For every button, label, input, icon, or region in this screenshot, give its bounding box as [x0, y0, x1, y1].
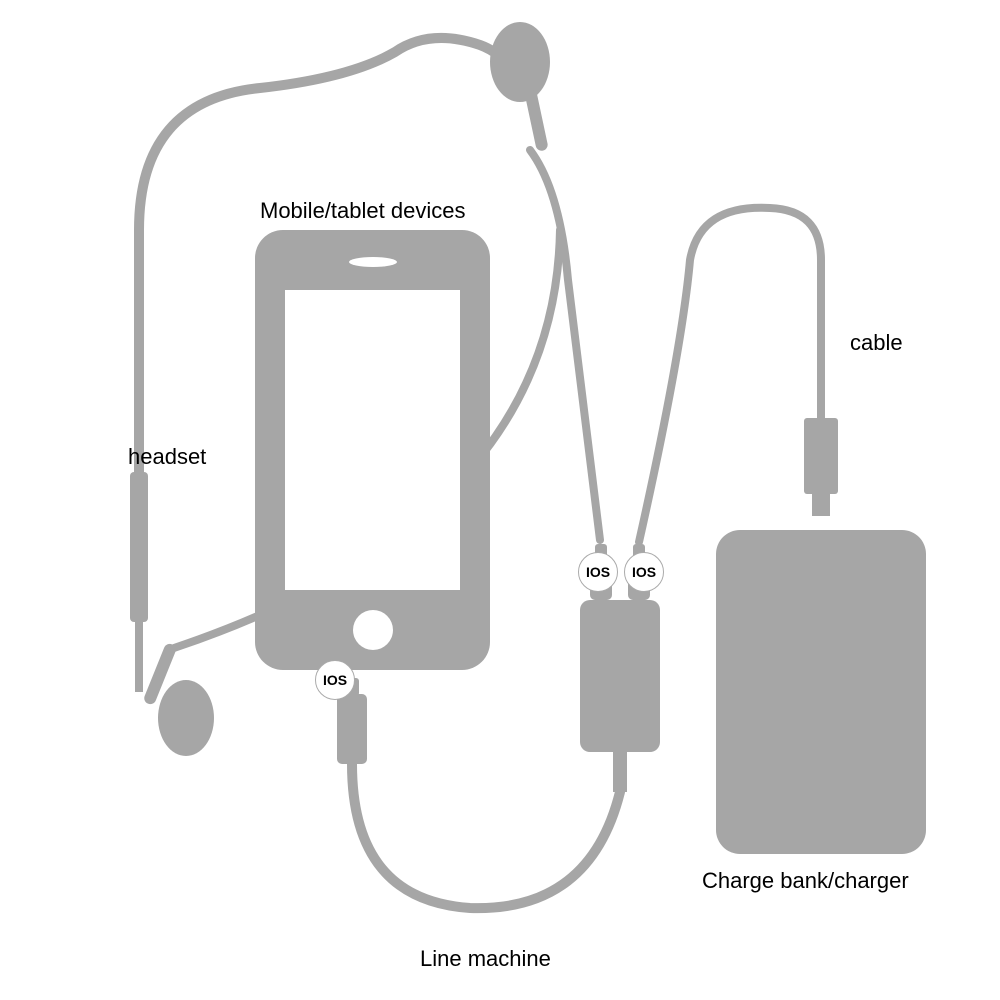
earbud-bottom-icon	[142, 642, 214, 756]
headset-label: headset	[128, 444, 206, 470]
diagram-canvas	[0, 0, 1000, 1000]
cable-label: cable	[850, 330, 903, 356]
charger-label: Charge bank/charger	[702, 868, 909, 894]
headphone-jack-icon	[130, 472, 148, 692]
phone-adapter-cable	[352, 764, 620, 908]
earbud-top-icon	[490, 22, 550, 152]
powerbank-icon	[716, 516, 926, 854]
ios-badge: IOS	[624, 552, 664, 592]
ios-badge: IOS	[315, 660, 355, 700]
phone-icon	[255, 230, 490, 670]
mobile-devices-label: Mobile/tablet devices	[260, 198, 465, 224]
usb-cable-wire	[639, 208, 821, 542]
ios-badge: IOS	[578, 552, 618, 592]
usb-plug-icon	[804, 418, 838, 516]
line-machine-label: Line machine	[420, 946, 551, 972]
